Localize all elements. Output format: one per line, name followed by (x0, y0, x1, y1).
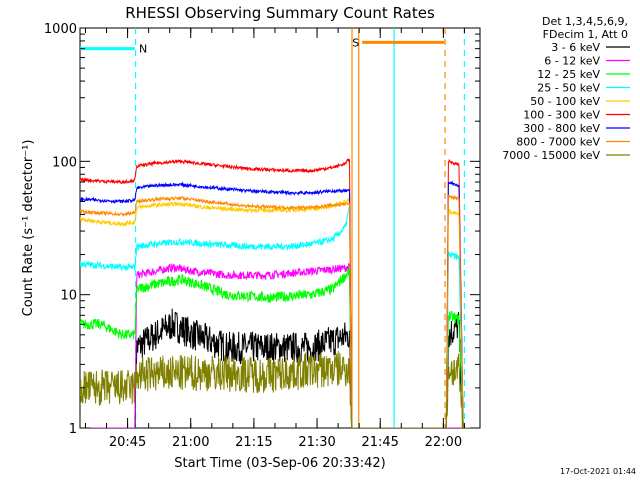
series-line (80, 180, 480, 428)
y-tick-label: 10 (60, 289, 77, 304)
series-line (80, 206, 480, 428)
plot-frame (79, 27, 481, 429)
y-tick-label: 100 (52, 155, 77, 170)
flag-label: N (139, 43, 147, 56)
x-tick-label: 22:00 (425, 435, 462, 450)
series-line (80, 158, 480, 428)
legend-entry: 800 - 7000 keV (516, 136, 600, 149)
x-tick-label: 20:45 (109, 435, 146, 450)
series-line (80, 266, 480, 428)
legend-entry: 7000 - 15000 keV (502, 149, 600, 162)
x-tick-label: 21:30 (298, 435, 335, 450)
y-tick-label: 1000 (44, 22, 77, 37)
legend-entry: 100 - 300 keV (523, 109, 600, 122)
legend-entry: 3 - 6 keV (551, 41, 600, 54)
series-line (80, 262, 480, 428)
axes: 1 10 100 1000 20:45 21:00 21:15 21:30 21:45 22:00 (44, 22, 480, 450)
x-axis-label: Start Time (03-Sep-06 20:33:42) (174, 456, 385, 471)
legend-entry: 6 - 12 keV (544, 55, 600, 68)
series-line (80, 350, 480, 428)
flag-label: S (352, 36, 359, 49)
x-tick-label: 21:15 (235, 435, 272, 450)
series-line (80, 194, 480, 428)
legend: Det 1,3,4,5,6,9,FDecim 1, Att 03 - 6 keV… (502, 15, 630, 162)
footer-date: 17-Oct-2021 01:44 (560, 467, 636, 476)
legend-entry: 300 - 800 keV (523, 122, 600, 135)
y-tick-label: 1 (69, 422, 77, 437)
legend-header: FDecim 1, Att 0 (543, 28, 628, 41)
x-tick-label: 21:45 (361, 435, 398, 450)
legend-entry: 12 - 25 keV (537, 68, 600, 81)
series-lines (80, 158, 480, 428)
series-line (80, 197, 480, 428)
legend-header: Det 1,3,4,5,6,9, (542, 15, 628, 28)
legend-entry: 25 - 50 keV (537, 82, 600, 95)
chart-title: RHESSI Observing Summary Count Rates (125, 4, 435, 22)
y-axis-label: Count Rate (s⁻¹ detector⁻¹) (21, 140, 36, 317)
x-tick-label: 21:00 (172, 435, 209, 450)
legend-entry: 50 - 100 keV (530, 95, 600, 108)
